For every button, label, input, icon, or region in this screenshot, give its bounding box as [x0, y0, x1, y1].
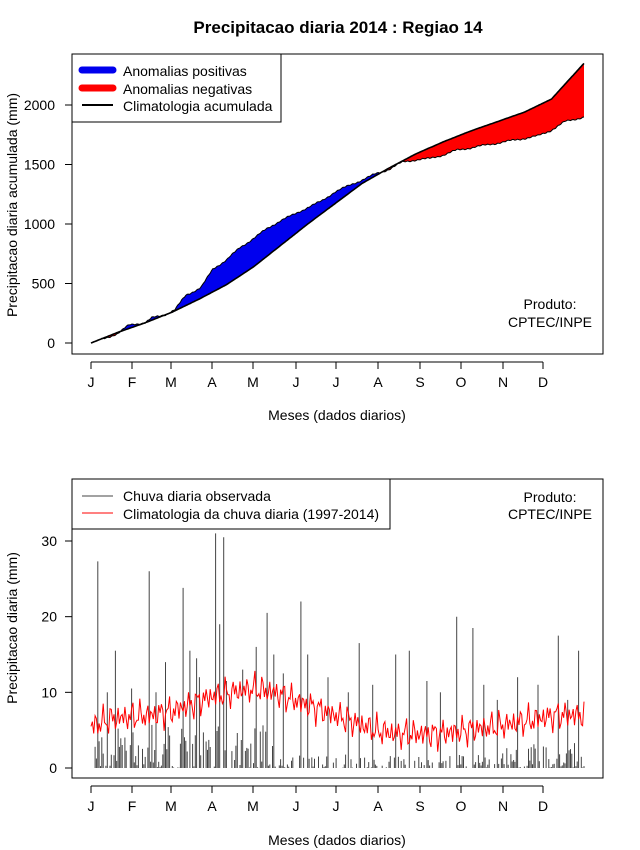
cumulative-month-label: N	[498, 374, 508, 390]
daily-y-tick-label: 10	[41, 684, 57, 700]
cumulative-x-axis-label: Meses (dados diarios)	[268, 407, 406, 423]
cumulative-month-label: J	[88, 374, 95, 390]
daily-month-label: N	[498, 798, 508, 814]
daily-y-axis-label: Precipitacao diaria (mm)	[4, 552, 20, 704]
legend-label-daily-climatology: Climatologia da chuva diaria (1997-2014)	[123, 506, 379, 522]
daily-x-axis-label: Meses (dados diarios)	[268, 832, 406, 848]
climatology-cumulative-line	[90, 62, 585, 344]
daily-month-label: J	[333, 798, 340, 814]
daily-legend-box	[71, 478, 391, 530]
page-title: Precipitacao diaria 2014 : Regiao 14	[193, 18, 483, 37]
daily-month-label: A	[373, 798, 383, 814]
cumulative-month-label: O	[456, 374, 467, 390]
daily-axes: 0 10 20 30 J F M A M J J A S O N D	[41, 533, 548, 814]
cumulative-legend: Anomalias positivas Anomalias negativas …	[71, 53, 282, 123]
daily-climatology-line	[90, 670, 585, 752]
legend-label-climatology: Climatologia acumulada	[123, 98, 273, 114]
cumulative-month-label: D	[538, 374, 548, 390]
legend-label-positive: Anomalias positivas	[123, 63, 247, 79]
daily-precip-chart: 0 10 20 30 J F M A M J J A S O N D Precipitacao diaria …	[4, 478, 604, 848]
cumulative-month-label: A	[207, 374, 217, 390]
cumulative-month-label: J	[333, 374, 340, 390]
legend-label-observed: Chuva diaria observada	[123, 488, 271, 504]
cumulative-month-label: F	[128, 374, 137, 390]
cumulative-anomaly-area-group	[90, 62, 585, 344]
daily-month-label: A	[207, 798, 217, 814]
cumulative-month-label: J	[293, 374, 300, 390]
positive-anomaly-area	[91, 63, 584, 344]
cumulative-y-tick-label: 500	[32, 276, 56, 292]
daily-month-label: O	[456, 798, 467, 814]
cumulative-y-tick-label: 0	[47, 335, 55, 351]
daily-legend: Chuva diaria observada Climatologia da c…	[71, 478, 391, 530]
daily-y-tick-label: 20	[41, 609, 57, 625]
daily-climatology-line-group	[90, 670, 585, 752]
daily-month-label: S	[415, 798, 424, 814]
cumulative-legend-box	[71, 53, 282, 123]
legend-label-negative: Anomalias negativas	[123, 81, 252, 97]
daily-month-label: J	[293, 798, 300, 814]
cumulative-y-tick-label: 1000	[24, 216, 55, 232]
daily-month-label: D	[538, 798, 548, 814]
cumulative-axes: 0 500 1000 1500 2000 J F M A M J J A S O N D	[24, 97, 548, 390]
cumulative-y-axis-label: Precipitacao diaria acumulada (mm)	[4, 93, 20, 317]
daily-month-label: J	[88, 798, 95, 814]
daily-observed-bars-group	[94, 533, 585, 768]
observed-cumulative-line	[90, 116, 585, 344]
daily-month-label: F	[128, 798, 137, 814]
cumulative-y-tick-label: 2000	[24, 97, 55, 113]
daily-credit-line2: CPTEC/INPE	[508, 506, 592, 522]
cumulative-credit-line1: Produto:	[524, 296, 577, 312]
daily-y-tick-label: 30	[41, 533, 57, 549]
daily-y-tick-label: 0	[49, 760, 57, 776]
cumulative-month-label: S	[415, 374, 424, 390]
cumulative-credit-line2: CPTEC/INPE	[508, 314, 592, 330]
cumulative-month-label: A	[373, 374, 383, 390]
daily-month-label: M	[165, 798, 177, 814]
cumulative-y-tick-label: 1500	[24, 157, 55, 173]
daily-credit-line1: Produto:	[524, 489, 577, 505]
cumulative-month-label: M	[165, 374, 177, 390]
cumulative-month-label: M	[247, 374, 259, 390]
cumulative-precip-chart: 0 500 1000 1500 2000 J F M A M J J A S O N D Precipitaca…	[4, 53, 604, 423]
daily-month-label: M	[247, 798, 259, 814]
